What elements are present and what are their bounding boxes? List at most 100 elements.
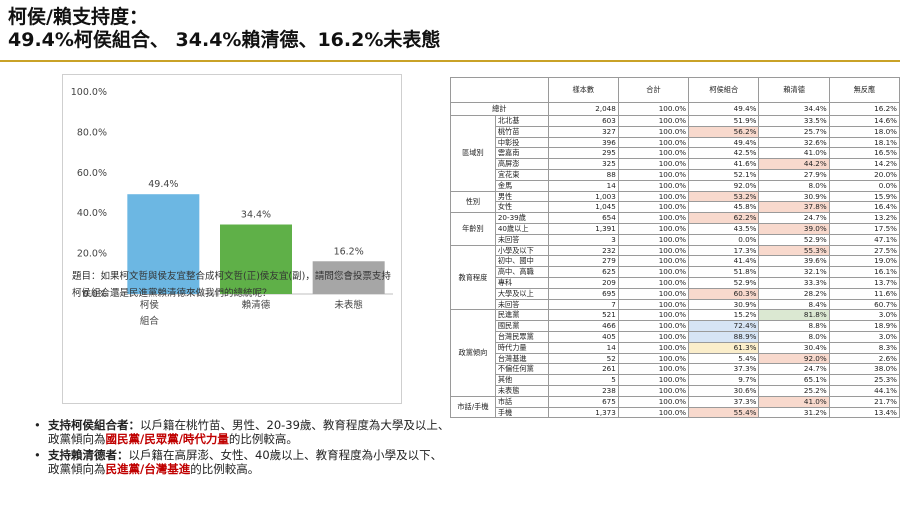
table-cell: 232 [547, 244, 619, 257]
row-label: 大學及以上 [494, 287, 549, 300]
y-tick-label: 0.0% [83, 289, 107, 300]
table-cell: 1,391 [547, 222, 619, 235]
table-cell: 41.0% [758, 147, 830, 160]
table-row: 大學及以上 695 100.0% 60.3% 28.2% 11.6% [451, 287, 900, 300]
table-cell: 18.0% [828, 125, 900, 138]
table-header-row: 樣本數 合計 柯侯組合 賴清德 無反應 [450, 77, 900, 103]
table-cell: 7 [547, 298, 619, 311]
table-cell: 55.4% [688, 406, 760, 419]
table-cell: 18.9% [828, 320, 900, 332]
row-label: 20-39歲 [494, 212, 549, 224]
slide-title-line2: 49.4%柯侯組合、 34.4%賴清德、16.2%未表態 [8, 29, 441, 51]
table-cell: 396 [547, 136, 619, 149]
table-cell: 466 [547, 320, 619, 332]
x-tick-label: 組合 [140, 315, 160, 327]
table-cell: 25.7% [758, 125, 830, 138]
table-cell: 100.0% [617, 158, 690, 170]
row-label: 台灣基進 [494, 352, 549, 365]
y-tick-label: 80.0% [77, 127, 107, 138]
bar-chart-panel: 0.0% 20.0% 40.0% 60.0% 80.0% 100.0% 49.4% 柯侯 組合 3… [62, 74, 402, 404]
row-label: 小學及以下 [494, 244, 549, 257]
table-row: 金馬 14 100.0% 92.0% 8.0% 0.0% [451, 179, 900, 192]
table-cell: 60.3% [688, 287, 760, 300]
table-cell: 44.1% [828, 384, 900, 397]
table-cell: 405 [547, 330, 619, 343]
table-cell: 100.0% [617, 395, 690, 408]
table-cell: 43.5% [688, 222, 760, 235]
table-row: 高中、高職 625 100.0% 51.8% 32.1% 16.1% [451, 266, 900, 278]
x-tick-label: 賴清德 [242, 299, 271, 311]
table-row: 宜花東 88 100.0% 52.1% 27.9% 20.0% [451, 168, 900, 181]
table-cell: 81.8% [758, 309, 830, 322]
table-cell: 5 [547, 374, 619, 386]
table-cell: 47.1% [828, 233, 900, 246]
table-cell: 2,048 [547, 102, 619, 116]
table-cell: 92.0% [758, 352, 830, 365]
table-cell: 49.4% [688, 136, 760, 149]
row-group-label: 教育程度 [450, 244, 496, 311]
table-cell: 14.2% [828, 158, 900, 170]
table-row: 未回答 7 100.0% 30.9% 8.4% 60.7% [451, 298, 900, 311]
table-cell: 60.7% [828, 298, 900, 311]
finding-item: • 支持賴清德者：以戶籍在高屏澎、女性、40歲以上、教育程度為小學及以下、政黨傾向… [32, 448, 452, 476]
title-divider [0, 60, 900, 62]
bar-value-label: 49.4% [148, 179, 178, 190]
table-cell: 100.0% [617, 190, 690, 203]
table-cell: 88 [547, 168, 619, 181]
table-cell: 100.0% [617, 147, 690, 160]
table-cell: 33.3% [758, 276, 830, 289]
row-label: 其他 [494, 374, 549, 386]
table-cell: 100.0% [617, 244, 690, 257]
row-group-label: 年齡別 [450, 212, 496, 246]
table-cell: 100.0% [617, 212, 690, 224]
table-cell: 41.6% [688, 158, 760, 170]
x-tick-label: 未表態 [334, 299, 363, 311]
table-cell: 15.9% [828, 190, 900, 203]
table-row: 國民黨 466 100.0% 72.4% 8.8% 18.9% [451, 320, 900, 332]
table-cell: 27.9% [758, 168, 830, 181]
table-cell: 41.0% [758, 395, 830, 408]
table-cell: 3 [547, 233, 619, 246]
x-tick-label: 柯侯 [140, 299, 160, 311]
table-cell: 15.2% [688, 309, 760, 322]
table-cell: 695 [547, 287, 619, 300]
table-cell: 30.4% [758, 341, 830, 354]
table-cell: 28.2% [758, 287, 830, 300]
slide-title-line1: 柯侯/賴支持度： [8, 6, 148, 28]
table-cell: 625 [547, 266, 619, 278]
y-tick-label: 40.0% [77, 208, 107, 219]
table-cell: 209 [547, 276, 619, 289]
finding-text: 以戶籍在桃竹苗、男性、20-39歲、教育程度為大學及以上、 政黨傾向為 [48, 418, 450, 446]
row-label: 中彰投 [494, 136, 549, 149]
row-group-label: 市話/手機 [450, 395, 496, 419]
row-label: 高屏澎 [494, 158, 549, 170]
row-label: 專科 [494, 276, 549, 289]
table-cell: 100.0% [617, 115, 690, 127]
table-cell: 37.8% [758, 201, 830, 214]
table-cell: 8.0% [758, 179, 830, 192]
row-label: 市話 [494, 395, 549, 408]
table-cell: 44.2% [758, 158, 830, 170]
table-cell: 88.9% [688, 330, 760, 343]
table-cell: 279 [547, 255, 619, 268]
finding-highlight: 國民黨/民眾黨/時代力量 [105, 432, 229, 446]
row-label: 高中、高職 [494, 266, 549, 278]
table-cell: 16.5% [828, 147, 900, 160]
table-cell: 17.5% [828, 222, 900, 235]
table-cell: 27.5% [828, 244, 900, 257]
bar [220, 224, 292, 294]
row-group-label: 政黨傾向 [450, 309, 496, 397]
table-cell: 3.0% [828, 330, 900, 343]
table-cell: 8.0% [758, 330, 830, 343]
row-label: 不偏任何黨 [494, 363, 549, 376]
table-cell: 38.0% [828, 363, 900, 376]
table-cell: 100.0% [617, 298, 690, 311]
row-label: 男性 [494, 190, 549, 203]
table-cell: 5.4% [688, 352, 760, 365]
table-cell: 30.9% [688, 298, 760, 311]
table-cell: 65.1% [758, 374, 830, 386]
row-group-label: 性別 [450, 190, 496, 214]
y-tick-label: 100.0% [71, 87, 107, 98]
table-cell: 51.8% [688, 266, 760, 278]
table-cell: 1,373 [547, 406, 619, 419]
